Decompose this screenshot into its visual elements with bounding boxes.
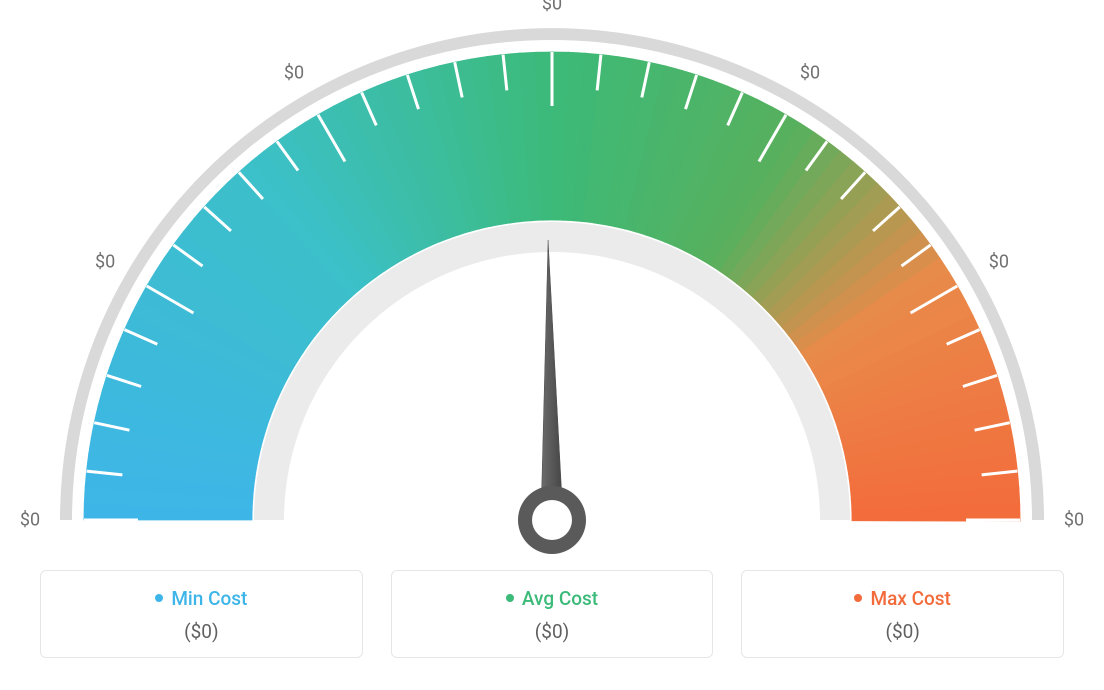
dot-max	[854, 594, 862, 602]
gauge-tick-label: $0	[800, 63, 820, 84]
gauge-svg	[0, 0, 1104, 565]
dot-avg	[506, 594, 514, 602]
gauge-tick-label: $0	[95, 252, 115, 273]
legend-value-max: ($0)	[752, 620, 1053, 643]
gauge-chart: $0 $0 $0 $0 $0 $0 $0	[0, 0, 1104, 565]
legend-label-avg: Avg Cost	[522, 587, 598, 610]
legend-card-min: Min Cost ($0)	[40, 570, 363, 658]
legend-value-min: ($0)	[51, 620, 352, 643]
gauge-tick-label: $0	[1064, 510, 1084, 531]
legend-card-avg: Avg Cost ($0)	[391, 570, 714, 658]
dot-min	[155, 594, 163, 602]
legend-title-avg: Avg Cost	[402, 587, 703, 610]
legend-title-min: Min Cost	[51, 587, 352, 610]
legend-label-max: Max Cost	[870, 587, 950, 610]
legend-value-avg: ($0)	[402, 620, 703, 643]
gauge-tick-label: $0	[20, 510, 40, 531]
legend-row: Min Cost ($0) Avg Cost ($0) Max Cost ($0…	[0, 570, 1104, 658]
legend-title-max: Max Cost	[752, 587, 1053, 610]
legend-label-min: Min Cost	[171, 587, 247, 610]
gauge-tick-label: $0	[542, 0, 562, 15]
gauge-tick-label: $0	[284, 63, 304, 84]
legend-card-max: Max Cost ($0)	[741, 570, 1064, 658]
gauge-tick-label: $0	[989, 252, 1009, 273]
